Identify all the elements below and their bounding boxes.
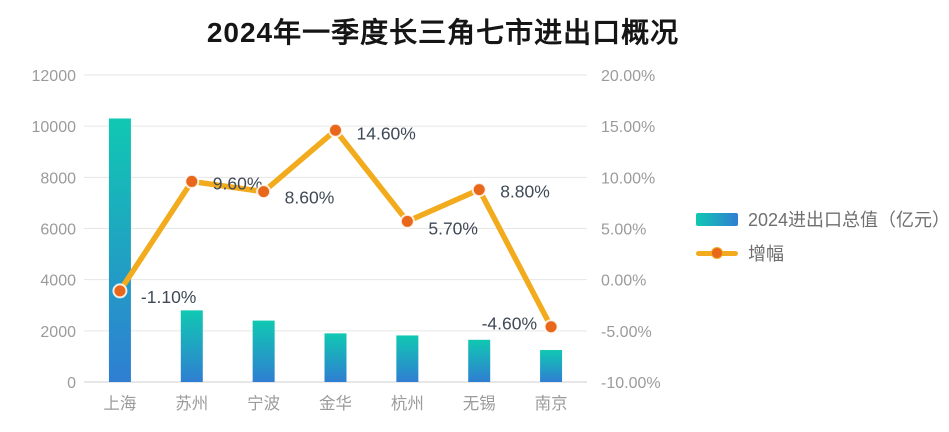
right-axis-tick: -10.00%	[601, 375, 661, 392]
legend-item-line-series[interactable]: 增幅	[696, 240, 949, 266]
line-point[interactable]	[184, 173, 200, 189]
x-axis-label: 南京	[535, 394, 568, 413]
left-axis-tick: 0	[67, 375, 76, 392]
bar-series-swatch-icon	[696, 212, 738, 226]
right-axis-tick: 10.00%	[601, 170, 655, 187]
x-axis-label: 宁波	[247, 394, 280, 413]
line-series-label: 增幅	[748, 244, 784, 264]
point-label: 14.60%	[357, 123, 416, 143]
bar[interactable]	[540, 350, 563, 382]
point-label: 8.80%	[500, 182, 550, 202]
right-axis-tick: 15.00%	[601, 119, 655, 136]
line-series-swatch-icon	[696, 246, 738, 260]
left-axis-tick: 2000	[40, 324, 76, 341]
left-axis-tick: 8000	[40, 170, 76, 187]
x-axis-label: 杭州	[391, 394, 424, 413]
line-point[interactable]	[112, 283, 128, 299]
left-axis-tick: 4000	[40, 273, 76, 290]
line-point[interactable]	[543, 319, 559, 335]
point-label: 8.60%	[285, 188, 335, 208]
bar[interactable]	[396, 335, 419, 382]
point-label: -1.10%	[141, 287, 196, 307]
point-label: 5.70%	[428, 218, 478, 238]
bar[interactable]	[324, 333, 347, 382]
bar[interactable]	[252, 320, 275, 382]
legend: 2024进出口总值（亿元） 增幅	[696, 206, 949, 266]
x-axis-label: 金华	[319, 394, 352, 413]
x-axis-label: 苏州	[175, 394, 208, 413]
line-swatch-dot-icon	[711, 246, 723, 259]
bar-series-label: 2024进出口总值（亿元）	[748, 210, 949, 230]
point-label: 9.60%	[213, 173, 263, 193]
right-axis-tick: 20.00%	[601, 68, 655, 85]
right-axis-tick: -5.00%	[601, 324, 652, 341]
right-axis-tick: 5.00%	[601, 222, 646, 239]
line-point[interactable]	[328, 122, 343, 138]
right-axis-tick: 0.00%	[601, 273, 646, 290]
bar[interactable]	[180, 310, 203, 382]
left-axis-tick: 10000	[32, 119, 77, 136]
bar[interactable]	[468, 339, 491, 382]
bar[interactable]	[108, 118, 131, 382]
line-point[interactable]	[256, 184, 272, 200]
line-point[interactable]	[399, 213, 415, 229]
x-axis-label: 无锡	[463, 394, 496, 413]
line-point[interactable]	[471, 182, 487, 198]
point-label: -4.60%	[482, 314, 537, 334]
chart-title: 2024年一季度长三角七市进出口概况	[206, 17, 680, 48]
x-axis-label: 上海	[103, 394, 136, 413]
left-axis-tick: 6000	[40, 222, 76, 239]
left-axis-tick: 12000	[32, 68, 77, 85]
legend-item-bar-series[interactable]: 2024进出口总值（亿元）	[696, 206, 949, 232]
